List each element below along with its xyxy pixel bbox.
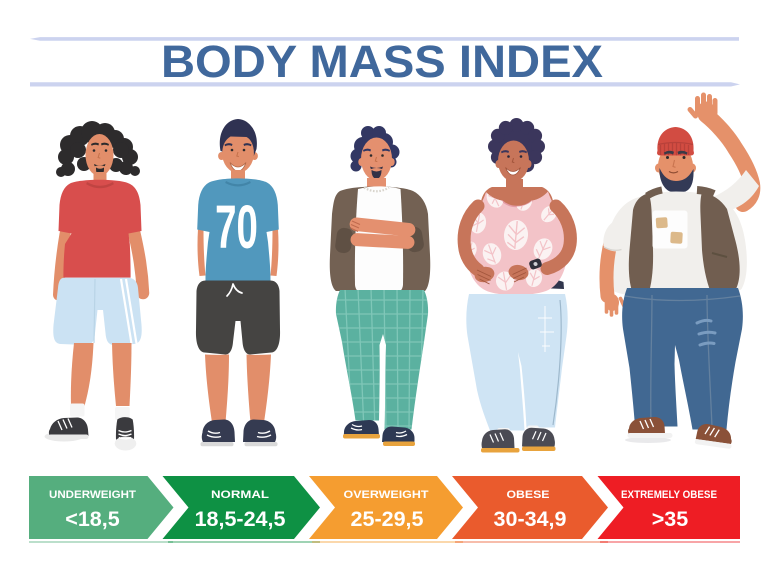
svg-text:18,5-24,5: 18,5-24,5 [195, 507, 286, 531]
svg-text:25-29,5: 25-29,5 [351, 507, 424, 531]
svg-text:NORMAL: NORMAL [211, 489, 270, 501]
svg-text:OVERWEIGHT: OVERWEIGHT [344, 489, 430, 501]
svg-text:<18,5: <18,5 [65, 507, 119, 531]
svg-text:BODY MASS INDEX: BODY MASS INDEX [161, 36, 603, 87]
svg-text:>35: >35 [652, 507, 689, 531]
svg-text:OBESE: OBESE [507, 489, 550, 501]
svg-text:70: 70 [215, 193, 258, 261]
svg-text:UNDERWEIGHT: UNDERWEIGHT [49, 489, 137, 501]
svg-text:30-34,9: 30-34,9 [494, 507, 567, 531]
svg-text:EXTREMELY OBESE: EXTREMELY OBESE [621, 489, 717, 501]
